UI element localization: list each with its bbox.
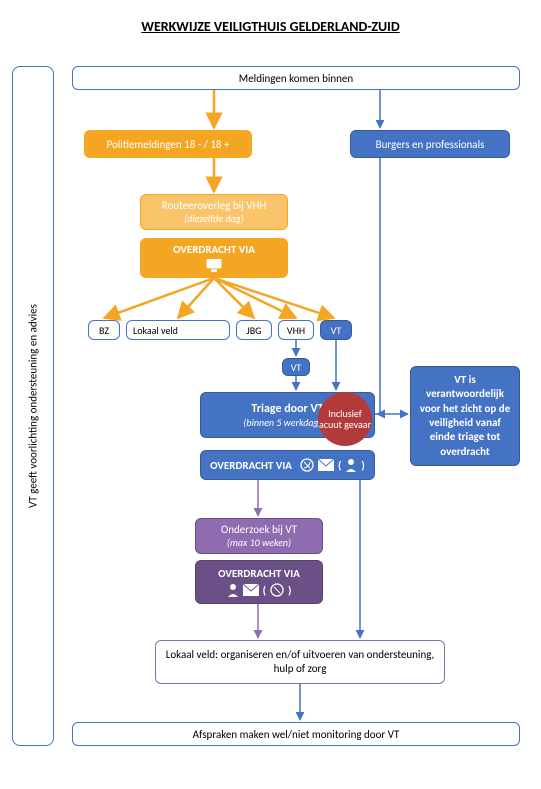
overdracht-blue-label: OVERDRACHT VIA [210,459,292,472]
node-afspraken: Afspraken maken wel/niet monitoring door… [72,722,520,746]
person-icon [345,458,357,472]
sidebar-text: VT geeft voorlichting ondersteuning en a… [27,304,40,508]
node-lokaal: Lokaal veld [126,320,230,340]
node-vhh: VHH [278,320,314,340]
overdracht-orange-label: OVERDRACHT VIA [173,243,255,256]
mail-icon-2 [243,584,259,596]
node-burgers: Burgers en professionals [350,130,510,158]
paren-close: ) [361,459,364,472]
node-bz: BZ [88,320,120,340]
person-icon-2 [227,583,239,597]
node-meldingen: Meldingen komen binnen [72,66,520,90]
node-lokaal-org: Lokaal veld: organiseren en/of uitvoeren… [155,640,445,684]
phone-icon [300,458,314,472]
node-vt2: VT [282,358,310,376]
page-title: WERKWIJZE VEILIGTHUIS GELDERLAND-ZUID [0,0,541,35]
overdracht-purple-label: OVERDRACHT VIA [218,567,300,580]
node-acuut: Inclusief acuut gevaar [318,392,372,446]
routeer-sub: (diezelfde dag) [184,212,244,225]
node-politie: Politiemeldingen 18 - / 18 + [84,130,252,158]
triage-label: Triage door VT [251,402,323,416]
onderzoek-label: Onderzoek bij VT [221,523,297,536]
node-routeer: Routeeroverleg bij VHH (diezelfde dag) [140,194,288,230]
paren-open: ( [338,459,341,472]
node-vt: VT [320,320,352,340]
onderzoek-sub: (max 10 weken) [227,536,291,549]
node-overdracht-orange: OVERDRACHT VIA [140,238,288,278]
paren-close-2: ) [288,584,291,597]
node-overdracht-purple: OVERDRACHT VIA ( ) [195,560,323,604]
sidebar-box: VT geeft voorlichting ondersteuning en a… [12,66,54,746]
paren-open-2: ( [263,584,266,597]
node-jbg: JBG [236,320,272,340]
monitor-icon [204,258,224,273]
phone-icon-2 [270,583,284,597]
routeer-label: Routeeroverleg bij VHH [162,199,266,212]
mail-icon [318,459,334,471]
node-vt-responsible: VT is verantwoordelijk voor het zicht op… [410,366,520,466]
node-onderzoek: Onderzoek bij VT (max 10 weken) [195,518,323,554]
node-overdracht-blue: OVERDRACHT VIA ( ) [200,450,375,480]
